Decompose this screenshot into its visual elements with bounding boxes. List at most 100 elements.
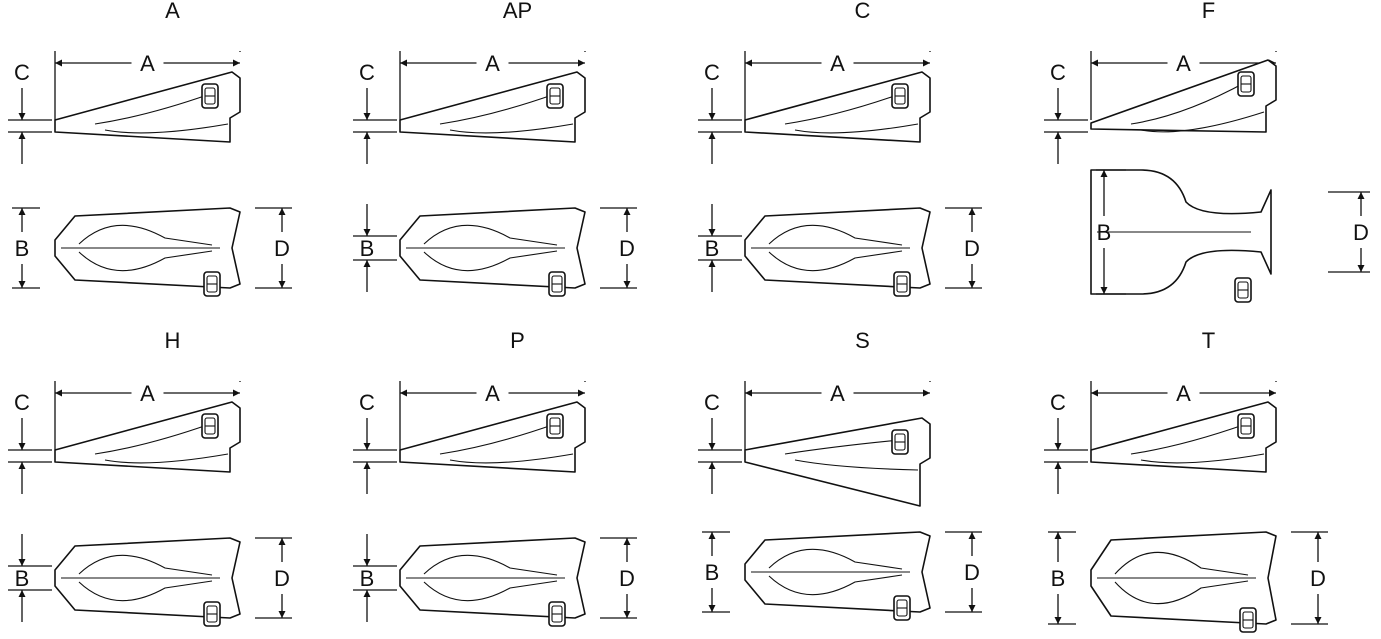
tooth-side-profile [1090, 401, 1277, 473]
tooth-drawing: A C B D [353, 381, 637, 627]
dimension-a-label: A [1176, 381, 1191, 406]
arrowhead [623, 611, 631, 618]
tooth-edge-line [1130, 423, 1247, 455]
tooth-diagram-c: C A C B D [690, 0, 1035, 309]
tooth-diagram-f: F A C B D [1036, 0, 1381, 309]
arrowhead [278, 538, 286, 545]
tooth-edge-line [439, 423, 556, 455]
dimension-a-label: A [1176, 51, 1191, 76]
tooth-edge-line [1140, 111, 1265, 133]
tooth-drawing: A C B D [698, 381, 982, 621]
tooth-side-profile [54, 71, 241, 143]
tooth-diagram-s: S A C B D [690, 328, 1035, 639]
arrowhead [18, 590, 26, 597]
arrowhead [233, 59, 240, 67]
tooth-edge-line [1140, 453, 1265, 464]
tooth-rib-line [768, 548, 903, 570]
tooth-edge-line [104, 453, 229, 464]
dimension-a-label: A [140, 51, 155, 76]
tooth-edge-line [784, 439, 901, 455]
arrowhead [18, 559, 26, 566]
tooth-rib-line [1114, 580, 1249, 605]
dimension-d-label: D [619, 236, 635, 261]
arrowhead [18, 281, 26, 288]
arrowhead [363, 113, 371, 120]
dimension-c-label: C [704, 390, 720, 415]
arrowhead [1054, 617, 1062, 624]
dimension-b-label: B [360, 566, 375, 591]
dimension-c-label: C [704, 60, 720, 85]
dimension-a-label: A [830, 381, 845, 406]
tooth-edge-line [784, 93, 901, 125]
dimension-b-label: B [705, 236, 720, 261]
arrowhead [708, 260, 716, 267]
dimension-c-label: C [359, 390, 375, 415]
arrowhead [578, 389, 585, 397]
dimension-a-label: A [485, 381, 500, 406]
tooth-diagram-a: A A C B D [0, 0, 345, 309]
dimension-c-label: C [1050, 390, 1066, 415]
arrowhead [623, 281, 631, 288]
arrowhead [1357, 265, 1365, 272]
arrowhead [708, 113, 716, 120]
arrowhead [578, 59, 585, 67]
tooth-rib-line [768, 224, 903, 246]
dimension-c-label: C [14, 390, 30, 415]
tooth-rib-line [768, 574, 903, 596]
tooth-rib-line [78, 224, 213, 246]
arrowhead [363, 590, 371, 597]
arrowhead [708, 605, 716, 612]
dimension-d-label: D [964, 236, 980, 261]
tooth-side-profile [744, 417, 931, 507]
arrowhead [1100, 287, 1108, 294]
tooth-side-profile [744, 71, 931, 143]
tooth-rib-line [768, 250, 903, 272]
tooth-edge-line [794, 459, 919, 471]
dimension-d-label: D [619, 566, 635, 591]
arrowhead [1100, 170, 1108, 177]
dimension-b-label: B [705, 560, 720, 585]
arrowhead [363, 559, 371, 566]
tooth-diagram-h: H A C B D [0, 328, 345, 639]
dimension-d-label: D [1310, 566, 1326, 591]
dimension-d-label: D [964, 560, 980, 585]
arrowhead [1314, 617, 1322, 624]
arrowhead [278, 611, 286, 618]
dimension-b-label: B [360, 236, 375, 261]
tooth-edge-line [449, 453, 574, 464]
diagram-title: A [165, 0, 180, 23]
arrowhead [363, 229, 371, 236]
arrowhead [1314, 532, 1322, 539]
arrowhead [363, 443, 371, 450]
tooth-rib-line [78, 580, 213, 602]
arrowhead [1091, 389, 1098, 397]
tooth-diagram-p: P A C B D [345, 328, 690, 639]
tooth-rib-line [423, 250, 558, 272]
arrowhead [708, 443, 716, 450]
diagram-title: H [164, 328, 181, 353]
dimension-d-label: D [274, 236, 290, 261]
tooth-drawing: A C B D [698, 51, 982, 297]
arrowhead [1054, 132, 1062, 139]
arrowhead [968, 532, 976, 539]
dimension-b-label: B [1051, 566, 1066, 591]
diagram-title: F [1201, 0, 1216, 23]
arrowhead [1054, 532, 1062, 539]
tooth-side-profile [54, 401, 241, 473]
arrowhead [1054, 113, 1062, 120]
tooth-drawing: A C B D [1044, 381, 1328, 633]
arrowhead [623, 208, 631, 215]
tooth-edge-line [94, 93, 211, 125]
tooth-side-profile [399, 401, 586, 473]
tooth-rib-line [78, 250, 213, 272]
tooth-diagram-t: T A C B D [1036, 328, 1381, 639]
arrowhead [363, 260, 371, 267]
tooth-rib-line [78, 554, 213, 576]
arrowhead [923, 59, 930, 67]
arrowhead [968, 208, 976, 215]
tooth-edge-line [449, 123, 574, 134]
arrowhead [968, 281, 976, 288]
arrowhead [708, 132, 716, 139]
arrowhead [18, 113, 26, 120]
